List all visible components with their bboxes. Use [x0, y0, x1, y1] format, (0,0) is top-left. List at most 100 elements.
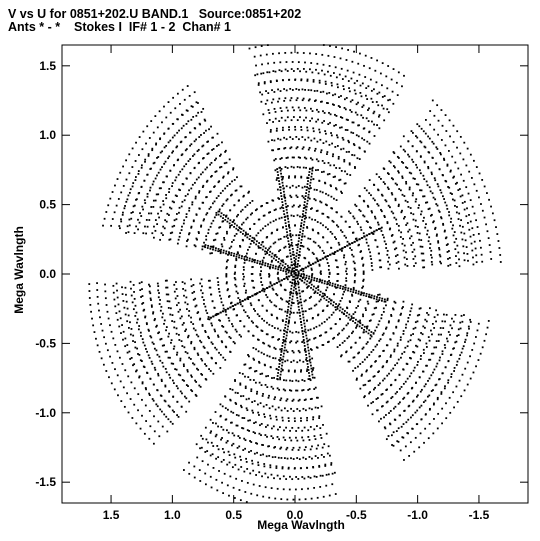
- uv-point: [338, 344, 341, 347]
- uv-point: [413, 178, 416, 180]
- uv-point: [439, 255, 442, 258]
- uv-point: [185, 163, 188, 166]
- uv-point: [497, 240, 500, 242]
- uv-point: [166, 430, 169, 433]
- uv-point: [333, 471, 336, 474]
- uv-point: [390, 383, 393, 386]
- uv-point: [353, 262, 356, 265]
- uv-point: [268, 112, 271, 114]
- uv-point: [334, 146, 337, 148]
- uv-point: [240, 228, 243, 230]
- uv-point: [110, 224, 113, 227]
- uv-point: [186, 370, 189, 373]
- uv-point: [389, 161, 392, 164]
- uv-point: [423, 145, 426, 148]
- uv-point: [219, 166, 221, 169]
- uv-point: [175, 176, 178, 179]
- uv-point: [263, 415, 266, 418]
- uv-point: [125, 159, 128, 162]
- uv-point: [309, 379, 312, 382]
- uv-point: [299, 70, 301, 73]
- uv-point: [277, 327, 279, 330]
- uv-point: [330, 185, 332, 188]
- uv-point: [262, 405, 265, 408]
- uv-point: [437, 119, 440, 122]
- uv-point: [283, 213, 286, 216]
- uv-point: [339, 57, 342, 60]
- uv-point: [423, 326, 426, 329]
- uv-point: [309, 281, 312, 284]
- uv-point: [175, 288, 178, 290]
- uv-point: [207, 228, 210, 231]
- uv-point: [220, 212, 223, 215]
- uv-point: [475, 219, 477, 222]
- uv-point: [206, 450, 209, 452]
- uv-point: [121, 293, 124, 295]
- uv-point: [263, 463, 266, 465]
- uv-point: [449, 263, 452, 266]
- uv-point: [132, 334, 135, 337]
- uv-point: [313, 188, 316, 191]
- uv-point: [443, 198, 446, 200]
- uv-point: [355, 325, 358, 328]
- uv-point: [300, 175, 303, 178]
- uv-point: [302, 146, 305, 149]
- uv-point: [118, 356, 121, 359]
- uv-point: [360, 237, 363, 239]
- uv-point: [376, 397, 379, 399]
- uv-point: [185, 177, 188, 180]
- uv-point: [394, 182, 397, 185]
- uv-point: [285, 225, 287, 228]
- uv-point: [157, 193, 160, 196]
- uv-point: [361, 137, 363, 140]
- uv-point: [207, 244, 210, 247]
- uv-point: [366, 341, 369, 344]
- uv-point: [293, 109, 295, 112]
- uv-point: [256, 494, 259, 497]
- uv-point: [280, 70, 283, 73]
- uv-point: [418, 238, 421, 241]
- uv-point: [201, 292, 204, 295]
- uv-point: [409, 339, 412, 342]
- uv-point: [298, 237, 301, 240]
- uv-point: [241, 305, 244, 308]
- uv-point: [176, 159, 179, 162]
- uv-point: [487, 320, 490, 322]
- uv-point: [162, 200, 165, 202]
- uv-point: [307, 177, 310, 179]
- uv-point: [150, 212, 153, 215]
- uv-point: [290, 274, 293, 276]
- uv-point: [148, 394, 151, 396]
- uv-point: [289, 136, 292, 139]
- uv-point: [269, 466, 272, 469]
- uv-point: [264, 434, 267, 436]
- uv-point: [304, 88, 307, 91]
- uv-point: [332, 220, 335, 223]
- uv-point: [407, 230, 410, 233]
- uv-point: [283, 193, 286, 196]
- uv-point: [355, 326, 357, 329]
- uv-point: [289, 229, 291, 232]
- uv-point: [366, 140, 369, 143]
- uv-point: [390, 354, 392, 357]
- uv-point: [387, 111, 390, 114]
- uv-point: [278, 183, 281, 185]
- uv-point: [201, 248, 204, 251]
- uv-point: [308, 187, 311, 190]
- uv-point: [352, 289, 355, 291]
- uv-point: [271, 427, 273, 430]
- uv-point: [310, 172, 313, 175]
- uv-point: [300, 176, 303, 179]
- uv-point: [394, 392, 397, 395]
- uv-point: [191, 105, 194, 108]
- uv-point: [216, 445, 219, 447]
- uv-point: [223, 451, 225, 454]
- uv-point: [418, 232, 421, 235]
- uv-point: [407, 405, 410, 408]
- uv-point: [246, 481, 249, 484]
- uv-point: [269, 281, 272, 284]
- uv-point: [260, 351, 263, 354]
- uv-point: [378, 127, 381, 130]
- uv-point: [286, 167, 289, 169]
- uv-point: [400, 312, 402, 315]
